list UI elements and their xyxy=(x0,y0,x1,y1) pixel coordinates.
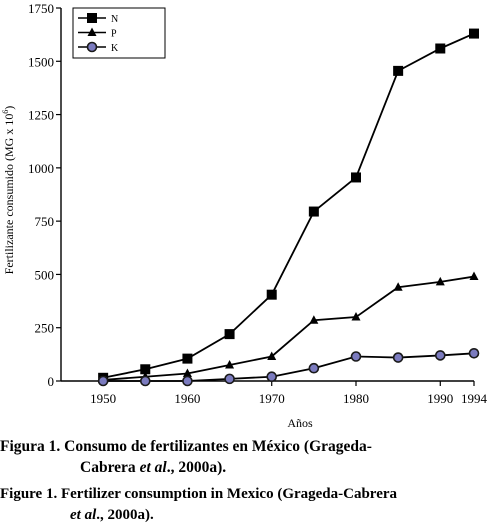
series-line-P xyxy=(103,275,475,381)
series-layer xyxy=(97,28,480,387)
point-P xyxy=(182,368,192,378)
caption-es-text-2a: Cabrera xyxy=(80,459,140,476)
x-tick-label: 1960 xyxy=(174,391,200,406)
legend-label-K: K xyxy=(111,43,119,54)
point-N xyxy=(393,65,404,76)
caption-en-text-2b: ., 2000a). xyxy=(96,507,154,523)
point-N xyxy=(351,172,361,183)
caption-es-text-1: Consumo de fertilizantes en México (Grag… xyxy=(64,438,372,455)
x-tick-label: 1980 xyxy=(343,391,369,406)
y-tick-label: 1000 xyxy=(28,161,54,176)
point-N xyxy=(140,364,151,375)
y-tick-label: 250 xyxy=(35,321,55,336)
point-N xyxy=(435,43,446,54)
x-axis-ticks: 1950 1960 1970 1980 1990 1994 xyxy=(90,381,488,406)
series-K xyxy=(97,347,480,387)
point-N xyxy=(182,353,193,364)
point-K xyxy=(182,375,193,387)
series-line-N xyxy=(102,32,475,379)
caption-es-label: Figura 1. xyxy=(0,438,61,455)
point-K xyxy=(97,375,109,387)
legend-marker-P xyxy=(87,27,97,36)
y-axis-ticks: 0 250 500 750 1000 1250 1500 1750 xyxy=(28,1,61,389)
point-K xyxy=(139,375,151,387)
point-K xyxy=(434,350,446,361)
caption-english: Figure 1. Fertilizer consumption in Mexi… xyxy=(0,484,488,526)
x-tick-label: 1994 xyxy=(461,391,488,406)
y-tick-label: 1750 xyxy=(28,1,54,16)
point-N xyxy=(469,28,479,39)
point-N xyxy=(224,329,235,340)
series-N xyxy=(98,28,479,383)
y-tick-label: 1250 xyxy=(28,108,54,123)
y-tick-label: 750 xyxy=(35,214,55,229)
legend-label-P: P xyxy=(111,29,117,40)
caption-en-text-1: Fertilizer consumption in Mexico (Graged… xyxy=(60,486,398,502)
point-K xyxy=(266,371,278,383)
x-tick-label: 1970 xyxy=(259,391,285,406)
point-P xyxy=(267,351,277,360)
y-tick-label: 500 xyxy=(35,267,55,282)
caption-en-label: Figure 1. xyxy=(0,486,58,502)
legend-marker-N xyxy=(87,13,97,23)
y-tick-label: 0 xyxy=(48,374,55,389)
point-P xyxy=(351,312,361,321)
caption-en-etal: et al xyxy=(70,507,97,523)
legend: NPK xyxy=(72,7,166,59)
y-tick-label: 1500 xyxy=(28,54,54,69)
point-P xyxy=(393,282,403,291)
legend-label-N: N xyxy=(111,14,118,25)
point-K xyxy=(392,352,404,363)
point-N xyxy=(266,289,277,300)
caption-es-etal: et al xyxy=(139,459,167,476)
point-P xyxy=(435,276,445,286)
point-K xyxy=(308,362,320,374)
point-K xyxy=(468,347,480,359)
point-P xyxy=(309,315,319,324)
caption-es-text-2c: ., 2000a). xyxy=(166,459,227,476)
y-axis-title: Fertilizante consumido (MG x 106) xyxy=(1,106,16,275)
point-P xyxy=(469,271,479,281)
caption-spanish: Figura 1. Consumo de fertilizantes en Mé… xyxy=(0,436,488,478)
x-axis-title: Años xyxy=(287,416,313,430)
legend-marker-K xyxy=(86,41,98,53)
point-P xyxy=(225,360,235,369)
x-tick-label: 1990 xyxy=(427,391,453,406)
point-K xyxy=(224,373,235,385)
series-line-K xyxy=(103,352,475,382)
point-K xyxy=(350,351,362,362)
point-N xyxy=(308,206,319,217)
x-tick-label: 1950 xyxy=(90,391,116,406)
